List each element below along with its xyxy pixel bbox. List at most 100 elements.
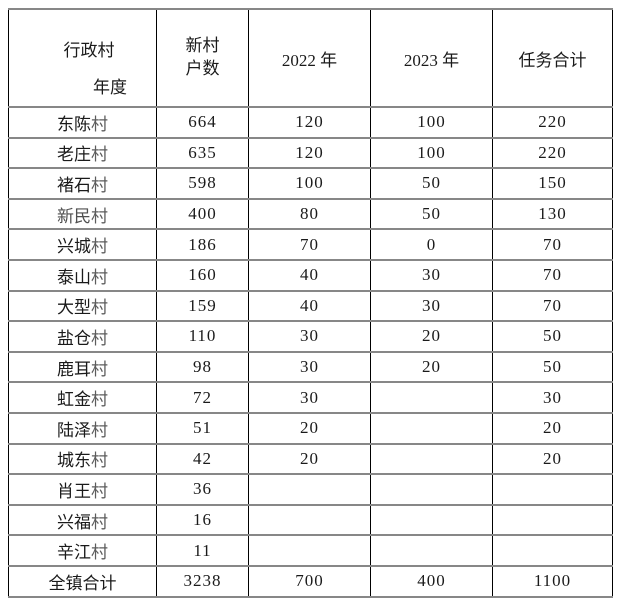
village-suffix: 村	[91, 237, 108, 257]
total-cell	[492, 503, 613, 537]
y2023-cell	[370, 534, 493, 567]
households-cell: 36	[156, 473, 249, 506]
total-cell	[492, 534, 613, 567]
y2022-cell: 120	[248, 106, 371, 139]
y2023-cell: 0	[370, 228, 493, 261]
table-row: 兴城村 186 70 0 70	[8, 228, 613, 261]
y2023-cell: 20	[370, 320, 493, 353]
footer-total-cell: 1100	[492, 564, 613, 598]
households-cell: 42	[156, 442, 249, 476]
households-cell: 160	[156, 258, 249, 292]
households-cell: 72	[156, 381, 249, 414]
col-header-2022: 2022 年	[248, 8, 371, 108]
footer-2023-cell: 400	[370, 564, 493, 598]
y2023-cell: 100	[370, 106, 493, 139]
y2022-cell: 40	[248, 289, 371, 323]
village-task-table: 行政村 年度 新村 户数 2022 年 2023 年 任务合计 东陈村 664 …	[8, 8, 613, 598]
row-axis-label: 行政村	[63, 41, 115, 60]
col-header-households-text: 新村 户数	[158, 35, 248, 81]
y2022-cell: 80	[248, 197, 371, 231]
households-header-line1: 新村	[185, 36, 220, 56]
households-cell: 16	[156, 503, 249, 537]
y2023-cell	[370, 381, 493, 414]
total-cell: 50	[492, 320, 613, 353]
table-row: 兴福村 16	[8, 503, 613, 537]
total-cell: 20	[492, 442, 613, 476]
total-cell: 150	[492, 167, 613, 200]
table-row: 新民村 400 80 50 130	[8, 197, 613, 231]
village-cell: 兴城村	[8, 228, 157, 261]
village-suffix: 村	[91, 481, 108, 501]
total-cell: 70	[492, 289, 613, 323]
total-cell: 20	[492, 411, 613, 445]
y2023-cell	[370, 473, 493, 506]
total-cell: 50	[492, 350, 613, 384]
y2022-cell: 30	[248, 381, 371, 414]
village-cell: 兴福村	[8, 503, 157, 537]
footer-label-cell: 全镇合计	[8, 564, 157, 598]
table-row: 陆泽村 51 20 20	[8, 411, 613, 445]
households-cell: 159	[156, 289, 249, 323]
y2023-cell	[370, 411, 493, 445]
y2023-cell: 30	[370, 289, 493, 323]
table-row: 盐仓村 110 30 20 50	[8, 320, 613, 353]
households-cell: 51	[156, 411, 249, 445]
y2023-cell: 30	[370, 258, 493, 292]
col-header-2023: 2023 年	[370, 8, 493, 108]
village-cell: 鹿耳村	[8, 350, 157, 384]
village-cell: 泰山村	[8, 258, 157, 292]
village-suffix: 村	[91, 145, 108, 165]
village-suffix: 村	[91, 298, 108, 318]
village-cell: 东陈村	[8, 106, 157, 139]
village-cell: 盐仓村	[8, 320, 157, 353]
table-row: 肖王村 36	[8, 473, 613, 506]
households-cell: 110	[156, 320, 249, 353]
table-row: 虹金村 72 30 30	[8, 381, 613, 414]
village-suffix: 村	[91, 390, 108, 410]
table-row: 泰山村 160 40 30 70	[8, 258, 613, 292]
village-suffix: 村	[91, 420, 108, 440]
y2022-cell	[248, 534, 371, 567]
footer-row: 全镇合计 3238 700 400 1100	[8, 564, 613, 598]
households-header-line2: 户数	[185, 59, 220, 78]
y2022-cell: 20	[248, 442, 371, 476]
village-suffix: 村	[91, 114, 108, 134]
households-cell: 598	[156, 167, 249, 200]
village-cell: 老庄村	[8, 136, 157, 170]
table-row: 东陈村 664 120 100 220	[8, 106, 613, 139]
total-cell: 220	[492, 136, 613, 170]
total-cell: 70	[492, 258, 613, 292]
village-suffix: 村	[91, 175, 108, 195]
village-cell: 大型村	[8, 289, 157, 323]
y2023-cell: 20	[370, 350, 493, 384]
village-cell: 陆泽村	[8, 411, 157, 445]
total-cell: 220	[492, 106, 613, 139]
col-axis-label: 年度	[93, 78, 127, 97]
y2022-cell: 30	[248, 320, 371, 353]
village-cell: 新民村	[8, 197, 157, 231]
households-cell: 400	[156, 197, 249, 231]
village-cell: 虹金村	[8, 381, 157, 414]
header-row: 行政村 年度 新村 户数 2022 年 2023 年 任务合计	[8, 8, 613, 108]
footer-households-cell: 3238	[156, 564, 249, 598]
village-suffix: 村	[91, 359, 108, 379]
footer-2022-cell: 700	[248, 564, 371, 598]
table-row: 辛江村 11	[8, 534, 613, 567]
y2022-cell: 30	[248, 350, 371, 384]
y2022-cell: 100	[248, 167, 371, 200]
village-suffix: 村	[91, 451, 108, 471]
village-cell: 辛江村	[8, 534, 157, 567]
col-header-households: 新村 户数	[156, 8, 249, 108]
total-cell: 30	[492, 381, 613, 414]
total-cell: 70	[492, 228, 613, 261]
y2022-cell: 40	[248, 258, 371, 292]
village-cell: 城东村	[8, 442, 157, 476]
total-cell	[492, 473, 613, 506]
households-cell: 635	[156, 136, 249, 170]
table-row: 老庄村 635 120 100 220	[8, 136, 613, 170]
village-suffix: 村	[91, 328, 108, 348]
table-body: 行政村 年度 新村 户数 2022 年 2023 年 任务合计 东陈村 664 …	[8, 8, 613, 598]
table-row: 褚石村 598 100 50 150	[8, 167, 613, 200]
table-row: 大型村 159 40 30 70	[8, 289, 613, 323]
